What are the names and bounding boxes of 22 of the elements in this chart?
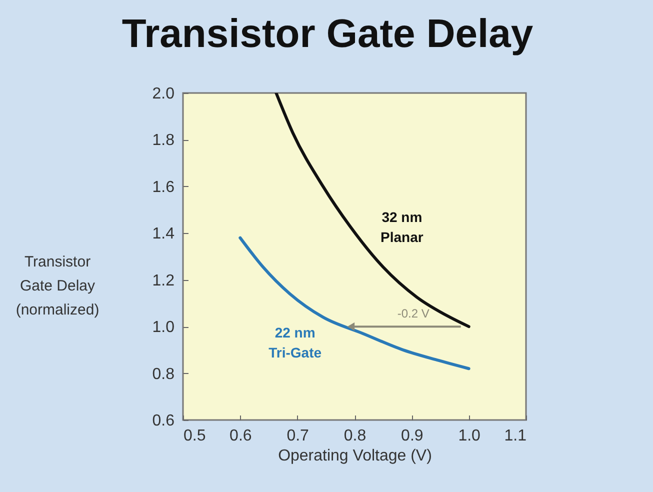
- y-tick-label: 1.0: [152, 319, 175, 336]
- series-label: 32 nm Planar: [380, 209, 424, 246]
- x-axis-title: Operating Voltage (V): [278, 448, 432, 464]
- x-tick-label: 0.6: [230, 428, 252, 444]
- x-tick-label: 0.8: [344, 428, 366, 444]
- y-tick-label: 1.2: [152, 272, 175, 290]
- series-label: 22 nm Tri-Gate: [268, 324, 322, 361]
- x-tick-label: 0.9: [401, 428, 424, 444]
- y-tick-label: 1.4: [152, 226, 175, 243]
- chart-title: Transistor Gate Delay: [122, 12, 534, 56]
- x-tick-label: 1.1: [504, 428, 527, 444]
- line-series: [274, 93, 470, 328]
- annotation: -0.2 V: [397, 306, 430, 321]
- y-tick-label: 1.6: [152, 178, 175, 196]
- y-tick-label: 2.0: [152, 86, 175, 102]
- x-tick-label: 0.5: [184, 428, 206, 444]
- y-tick-label: 1.8: [152, 132, 175, 150]
- y-tick-label: 0.8: [152, 366, 175, 383]
- x-tick-label: 0.7: [286, 428, 310, 444]
- y-tick-label: 0.6: [152, 412, 175, 430]
- y-axis-title: Transistor Gate Delay (normalized): [16, 254, 100, 318]
- x-tick-label: 1.0: [458, 428, 481, 444]
